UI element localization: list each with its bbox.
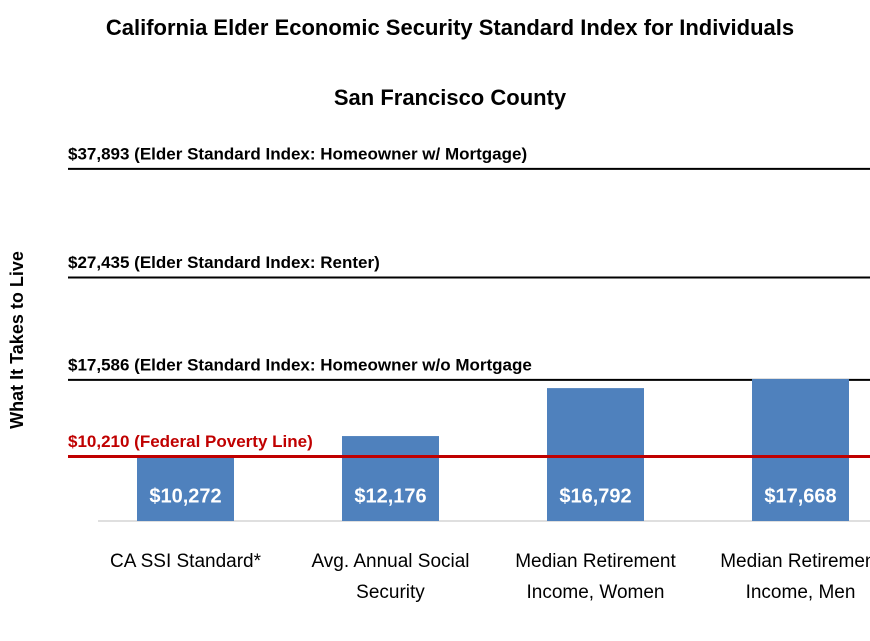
reference-label: $17,586 (Elder Standard Index: Homeowner… [68, 355, 532, 374]
data-label: $10,272 [149, 485, 221, 507]
x-tick-label: Median Retirement Income, Men [720, 551, 870, 603]
reference-label: $37,893 (Elder Standard Index: Homeowner… [68, 144, 527, 163]
bar [752, 379, 849, 521]
x-tick-label: Avg. Annual Social Security [311, 551, 470, 603]
bar [547, 388, 644, 521]
chart-subtitle: San Francisco County [333, 85, 567, 110]
bar [137, 455, 234, 521]
x-tick-label: Median Retirement Income, Women [515, 551, 676, 603]
bar [342, 436, 439, 521]
x-tick-label: CA SSI Standard* [109, 551, 262, 572]
data-label: $12,176 [354, 485, 426, 507]
y-axis-label: What It Takes to Live [7, 251, 27, 429]
reference-label: $10,210 (Federal Poverty Line) [68, 432, 313, 451]
reference-label: $27,435 (Elder Standard Index: Renter) [68, 253, 380, 272]
data-label: $17,668 [764, 485, 836, 507]
data-label: $16,792 [559, 485, 631, 507]
chart-title: California Elder Economic Security Stand… [105, 15, 795, 40]
